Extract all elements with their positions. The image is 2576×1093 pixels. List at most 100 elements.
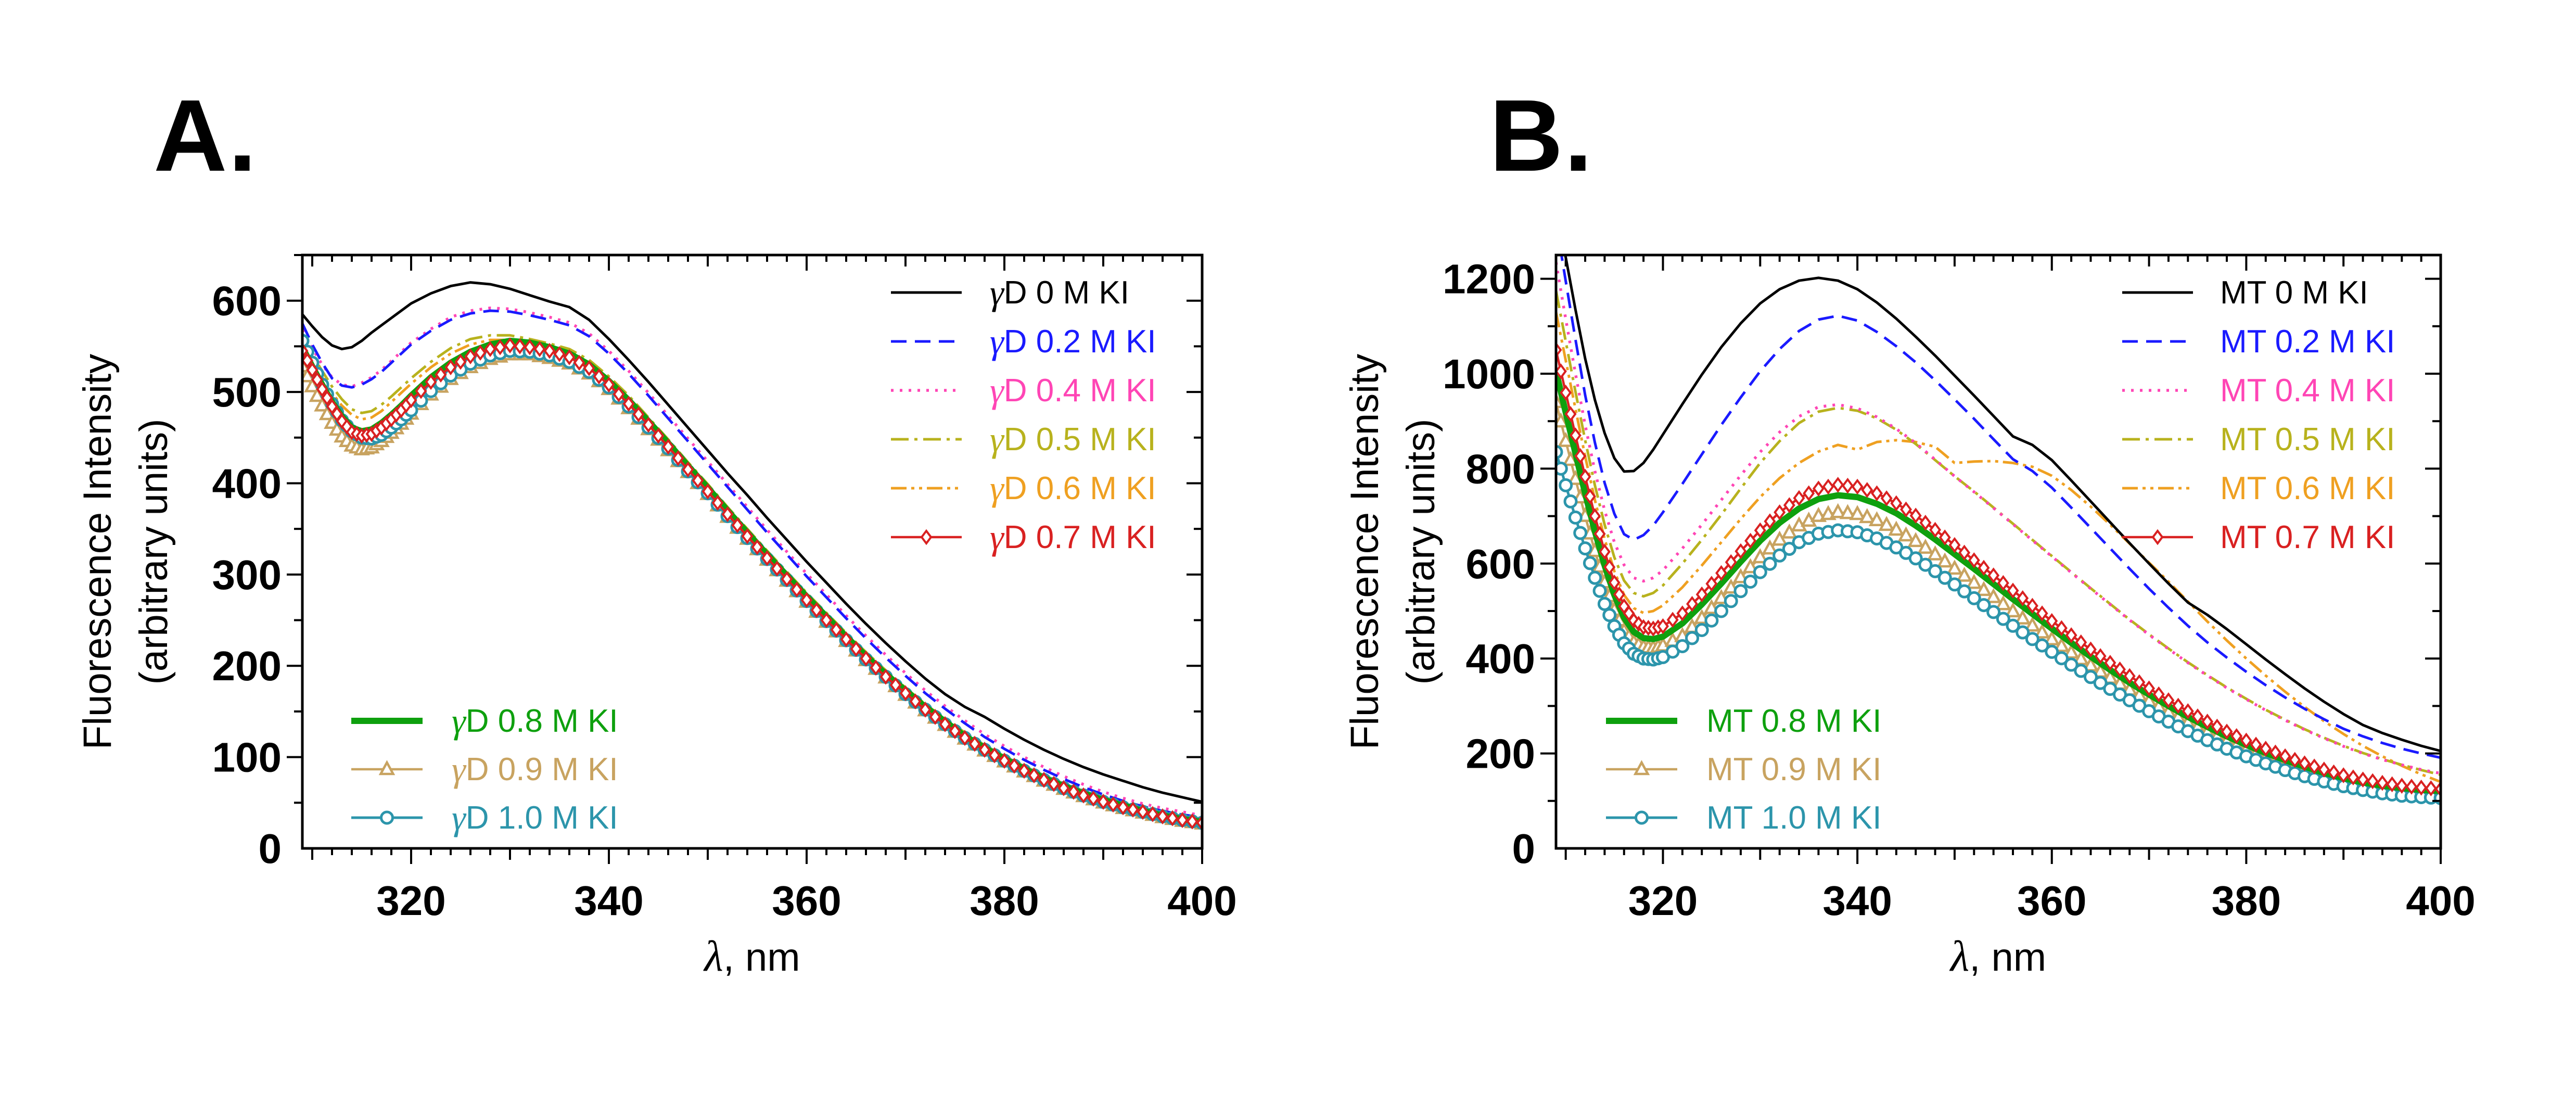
diamond-marker — [1097, 794, 1110, 810]
diamond-marker — [613, 386, 625, 402]
diamond-marker — [2425, 780, 2437, 796]
series-line-γd-1.0-m-ki — [302, 340, 1202, 824]
legend-label: MT 0.5 M KI — [2220, 422, 2395, 457]
legend-item-mt-0.9-m-ki: MT 0.9 M KI — [1606, 752, 1882, 787]
legend-label: γD 0.2 M KI — [990, 322, 1156, 361]
legend-label: MT 1.0 M KI — [1706, 800, 1882, 836]
diamond-marker — [603, 376, 615, 393]
series-line-γd-0.2-m-ki — [302, 309, 1202, 819]
triangle-marker — [1742, 558, 1759, 574]
diamond-marker — [1186, 813, 1198, 830]
diamond-marker — [2240, 732, 2252, 749]
circle-marker — [1573, 526, 1588, 540]
circle-marker — [1583, 556, 1597, 570]
y-tick-labels: 0 200 400 600 800 1000 1200 — [1443, 256, 1535, 872]
diamond-marker — [573, 354, 585, 371]
diamond-marker — [879, 668, 892, 685]
diamond-marker — [978, 742, 991, 758]
diamond-marker — [870, 659, 882, 676]
diamond-marker — [2211, 718, 2223, 735]
legend: γD 0.8 M KI γD 0.9 M KI γD 1.0 M KI — [351, 701, 618, 837]
circle-marker — [1733, 584, 1748, 599]
panel-b: 320 340 360 380 400 0 200 400 600 800 1000 1200 λ, n… — [1343, 253, 2476, 981]
circle-marker — [1675, 639, 1690, 653]
triangle-marker — [1888, 520, 1905, 536]
diamond-marker — [731, 517, 744, 533]
y-axis-title-line1: Fluorescence Intensity — [75, 354, 120, 749]
diamond-marker — [2151, 529, 2164, 545]
legend-label: MT 0.9 M KI — [1706, 752, 1882, 787]
triangle-marker — [1556, 412, 1570, 428]
diamond-marker — [840, 631, 852, 647]
triangle-marker — [1936, 552, 1954, 568]
diamond-marker — [1715, 565, 1728, 581]
diamond-marker — [1686, 595, 1699, 612]
diamond-marker — [1603, 559, 1616, 575]
diamond-marker — [553, 346, 566, 362]
diamond-marker — [2114, 661, 2126, 678]
diamond-marker — [1038, 772, 1050, 788]
diamond-marker — [711, 494, 724, 511]
diamond-marker — [1077, 787, 1090, 804]
series-markers-mt-0.7-m-ki — [1556, 342, 2441, 797]
diamond-marker — [302, 352, 313, 368]
x-tick-label: 360 — [772, 878, 841, 924]
triangle-marker — [1557, 431, 1574, 447]
diamond-marker — [1929, 522, 1942, 538]
diamond-marker — [1870, 485, 1883, 502]
legend: γD 0 M KI γD 0.2 M KI γD 0.4 M KI γD 0.5 M … — [891, 273, 1156, 557]
diamond-marker — [622, 396, 635, 412]
legend-item-mt-0.5-m-ki: MT 0.5 M KI — [2122, 422, 2395, 457]
diamond-marker — [702, 483, 714, 500]
circle-marker — [2054, 651, 2069, 666]
diamond-marker — [968, 735, 981, 752]
diamond-marker — [800, 592, 813, 608]
circle-marker — [2006, 618, 2020, 633]
legend-item-γd-0.6-m-ki: γD 0.6 M KI — [891, 468, 1156, 508]
diamond-marker — [1822, 478, 1834, 495]
legend: MT 0.8 M KI MT 0.9 M KI MT 1.0 M KI — [1606, 703, 1882, 836]
diamond-marker — [1127, 802, 1139, 818]
series-line-γd-0.4-m-ki — [302, 306, 1202, 817]
diamond-marker — [771, 561, 783, 577]
y-tick-label: 600 — [1466, 541, 1535, 587]
diamond-marker — [435, 366, 447, 383]
diamond-marker — [2026, 598, 2038, 614]
circle-marker — [2083, 670, 2098, 684]
diamond-marker — [830, 621, 843, 638]
circle-marker — [1947, 577, 1962, 592]
triangle-marker — [1859, 508, 1876, 524]
circle-marker — [1694, 622, 1709, 637]
legend-item-γd-0.7-m-ki: γD 0.7 M KI — [891, 517, 1156, 557]
legend-label: MT 0.2 M KI — [2220, 324, 2395, 360]
legend-label: γD 0.6 M KI — [990, 468, 1156, 508]
diamond-marker — [2269, 744, 2281, 761]
diamond-marker — [1987, 567, 2000, 583]
diamond-marker — [2133, 674, 2146, 691]
y-tick-label: 300 — [212, 552, 282, 598]
diamond-marker — [988, 747, 1001, 764]
legend-label: MT 0.8 M KI — [1706, 703, 1882, 739]
diamond-marker — [311, 372, 323, 388]
y-tick-label: 1000 — [1443, 351, 1535, 397]
diamond-marker — [2221, 723, 2233, 740]
diamond-marker — [1997, 575, 2009, 591]
triangle-marker — [1897, 526, 1915, 542]
panel-a-label: A. — [154, 79, 258, 193]
circle-marker — [302, 334, 310, 348]
diamond-marker — [593, 368, 605, 385]
diamond-marker — [662, 438, 674, 455]
diamond-marker — [652, 427, 665, 444]
diamond-marker — [1909, 507, 1922, 524]
diamond-marker — [1579, 468, 1591, 485]
diamond-marker — [949, 723, 961, 739]
legend-label: MT 0.7 M KI — [2220, 519, 2395, 555]
circle-marker — [2093, 676, 2108, 690]
x-axis-title: λ, nm — [1949, 932, 2046, 981]
triangle-marker — [1956, 566, 1973, 582]
diamond-marker — [1166, 810, 1179, 827]
diamond-marker — [321, 390, 333, 406]
triangle-marker — [1829, 503, 1846, 518]
circle-marker — [2045, 644, 2059, 659]
legend-item-γd-1.0-m-ki: γD 1.0 M KI — [351, 798, 618, 837]
